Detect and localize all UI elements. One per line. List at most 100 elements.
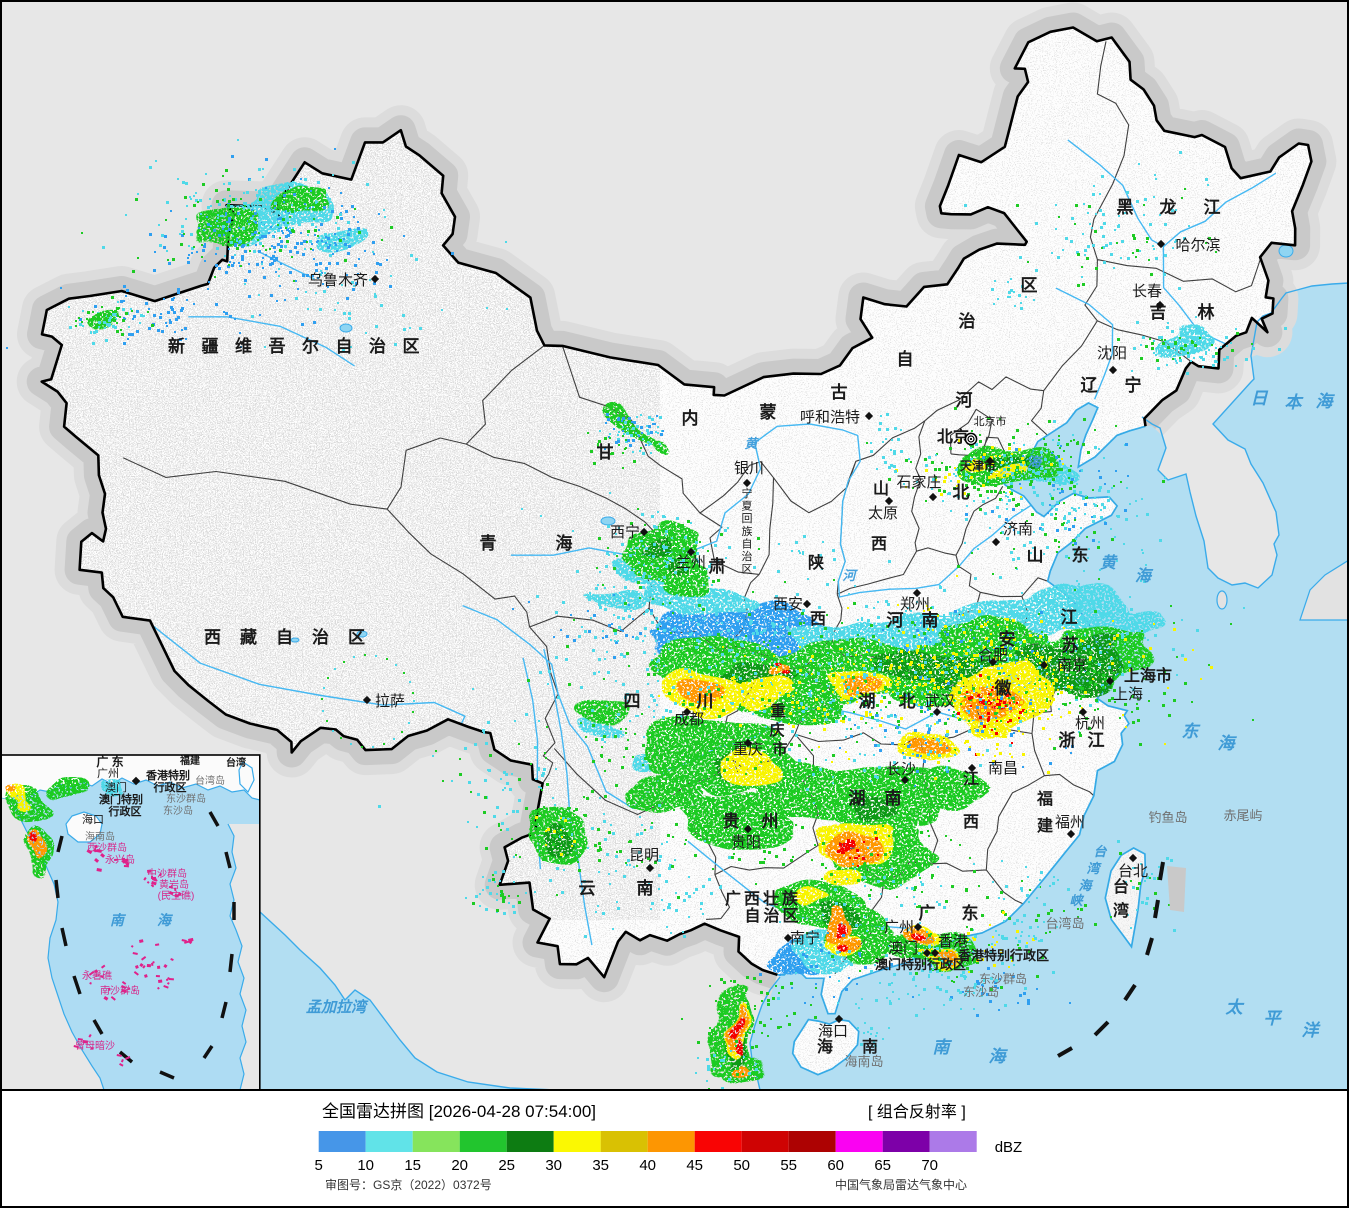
svg-text:西沙群岛: 西沙群岛: [87, 841, 127, 854]
svg-text:龙: 龙: [1159, 197, 1177, 217]
svg-text:海南岛: 海南岛: [844, 1054, 883, 1069]
svg-text:澳门特别行政区: 澳门特别行政区: [875, 957, 966, 972]
svg-text:乌鲁木齐: 乌鲁木齐: [308, 272, 368, 289]
svg-text:台湾: 台湾: [226, 756, 246, 769]
svg-text:广: 广: [919, 903, 936, 923]
svg-text:中沙群岛: 中沙群岛: [147, 867, 187, 880]
svg-text:南宁: 南宁: [790, 930, 820, 947]
svg-text:70: 70: [921, 1157, 938, 1174]
svg-text:北京: 北京: [937, 427, 969, 446]
svg-text:永暑礁: 永暑礁: [82, 969, 112, 982]
svg-text:黄岩岛: 黄岩岛: [159, 878, 189, 891]
svg-text:族: 族: [742, 524, 753, 538]
svg-text:25: 25: [498, 1157, 515, 1174]
svg-text:福: 福: [1036, 789, 1053, 808]
svg-text:昆明: 昆明: [629, 847, 659, 864]
svg-text:州: 州: [761, 812, 779, 831]
svg-text:四: 四: [624, 692, 641, 711]
svg-text:日: 日: [1251, 389, 1269, 408]
svg-text:呼和浩特: 呼和浩特: [800, 409, 860, 426]
svg-text:台: 台: [1113, 877, 1129, 896]
svg-text:海口: 海口: [82, 812, 104, 826]
svg-text:上海: 上海: [1095, 695, 1097, 698]
svg-text:浙: 浙: [1059, 730, 1076, 750]
svg-text:黄: 黄: [1100, 554, 1118, 572]
svg-text:55: 55: [780, 1157, 797, 1174]
svg-text:区: 区: [742, 564, 753, 576]
svg-text:市: 市: [772, 740, 787, 758]
svg-text:50: 50: [733, 1157, 750, 1174]
svg-text:曾母暗沙: 曾母暗沙: [75, 1039, 115, 1052]
svg-text:太: 太: [1225, 998, 1245, 1017]
svg-text:洋: 洋: [1302, 1021, 1322, 1040]
svg-text:蒙: 蒙: [760, 402, 777, 422]
svg-text:南: 南: [885, 788, 902, 808]
svg-text:全国雷达拼图 [2026-04-28 07:54:00]: 全国雷达拼图 [2026-04-28 07:54:00]: [322, 1102, 596, 1121]
svg-text:60: 60: [827, 1157, 844, 1174]
svg-text:行政区: 行政区: [153, 780, 187, 794]
svg-text:西安: 西安: [773, 596, 803, 613]
svg-text:北: 北: [899, 692, 916, 711]
svg-text:银川: 银川: [734, 460, 764, 477]
svg-text:东: 东: [1182, 722, 1202, 741]
svg-text:东沙群岛: 东沙群岛: [166, 792, 206, 805]
svg-text:林: 林: [1198, 302, 1215, 322]
svg-text:江: 江: [1088, 731, 1105, 750]
svg-text:dBZ: dBZ: [995, 1139, 1023, 1156]
svg-text:西: 西: [810, 610, 826, 628]
svg-text:海: 海: [1218, 734, 1238, 753]
svg-text:孟加拉湾: 孟加拉湾: [306, 998, 369, 1016]
svg-text:江: 江: [963, 770, 979, 788]
svg-text:海: 海: [1316, 392, 1336, 411]
svg-text:贵: 贵: [723, 811, 740, 831]
svg-text:审图号：GS京（2022）0372号: 审图号：GS京（2022）0372号: [325, 1177, 492, 1192]
svg-text:台湾岛: 台湾岛: [195, 774, 225, 787]
svg-text:中国气象局雷达气象中心: 中国气象局雷达气象中心: [835, 1177, 967, 1192]
svg-text:南沙群岛: 南沙群岛: [100, 984, 140, 997]
svg-text:黄: 黄: [744, 436, 759, 451]
svg-text:[ 组合反射率 ]: [ 组合反射率 ]: [868, 1103, 966, 1121]
svg-text:10: 10: [357, 1157, 374, 1174]
svg-text:石家庄: 石家庄: [896, 473, 941, 491]
svg-text:5: 5: [315, 1157, 323, 1174]
svg-text:东: 东: [962, 903, 979, 923]
svg-text:河: 河: [842, 568, 858, 583]
svg-text:(民主礁): (民主礁): [158, 889, 195, 902]
svg-text:香港: 香港: [938, 933, 968, 950]
svg-text:自: 自: [742, 537, 753, 550]
svg-text:上海市: 上海市: [1124, 666, 1172, 685]
svg-text:永兴岛: 永兴岛: [105, 853, 135, 866]
svg-text:肃: 肃: [709, 557, 726, 576]
svg-text:山: 山: [873, 480, 889, 498]
svg-text:南: 南: [862, 1037, 878, 1056]
svg-text:广西壮族: 广西壮族: [725, 889, 801, 908]
svg-text:甘: 甘: [597, 442, 614, 462]
svg-text:夏: 夏: [742, 500, 753, 513]
svg-text:西: 西: [963, 813, 979, 831]
svg-text:海: 海: [817, 1037, 833, 1056]
svg-text:兰州: 兰州: [676, 554, 706, 571]
svg-text:40: 40: [639, 1157, 656, 1174]
svg-text:海: 海: [157, 912, 174, 929]
svg-text:西: 西: [871, 535, 887, 553]
svg-text:南: 南: [922, 610, 939, 630]
svg-text:山: 山: [1027, 546, 1044, 565]
svg-text:北京市: 北京市: [974, 414, 1007, 428]
svg-text:南: 南: [933, 1038, 953, 1057]
svg-text:苏: 苏: [1062, 635, 1079, 655]
svg-text:新疆维吾尔自治区: 新疆维吾尔自治区: [168, 336, 436, 356]
svg-text:青: 青: [480, 533, 497, 553]
svg-text:云: 云: [579, 879, 596, 898]
svg-text:澳门: 澳门: [888, 940, 918, 957]
svg-text:沈阳: 沈阳: [1097, 345, 1127, 362]
svg-text:西宁: 西宁: [610, 524, 640, 541]
svg-text:古: 古: [831, 382, 848, 402]
svg-text:湖: 湖: [859, 692, 876, 711]
svg-text:福建: 福建: [179, 754, 201, 767]
svg-text:庆: 庆: [769, 721, 784, 739]
svg-text:拉萨: 拉萨: [375, 693, 405, 710]
svg-text:武汉: 武汉: [925, 693, 955, 710]
svg-text:徽: 徽: [994, 678, 1013, 698]
svg-text:台: 台: [1093, 844, 1107, 859]
svg-text:平: 平: [1264, 1009, 1283, 1028]
